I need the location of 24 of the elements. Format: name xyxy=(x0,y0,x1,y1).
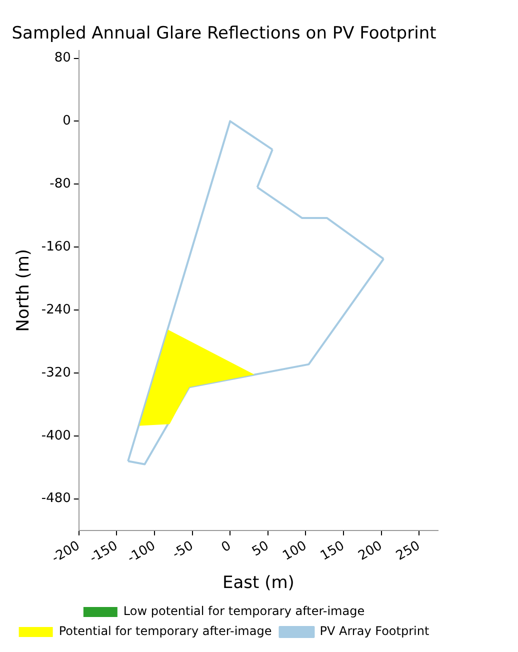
x-tick-label: 250 xyxy=(394,538,423,564)
y-tick-label: -240 xyxy=(41,302,71,318)
y-tick-label: -480 xyxy=(41,491,71,506)
x-tick-label: -50 xyxy=(170,538,196,562)
y-tick-label: -400 xyxy=(41,428,71,444)
y-tick-label: -160 xyxy=(41,239,71,254)
x-tick-label: -150 xyxy=(87,538,120,566)
x-tick-label: 100 xyxy=(280,538,310,564)
legend-label: Potential for temporary after-image xyxy=(58,624,272,638)
y-tick-label: 80 xyxy=(54,50,71,66)
legend-label: Low potential for temporary after-image xyxy=(123,604,365,618)
x-tick-label: 0 xyxy=(219,538,234,556)
y-tick-label: -320 xyxy=(41,365,71,380)
x-tick-label: -100 xyxy=(125,538,158,566)
x-tick-label: 200 xyxy=(356,538,385,564)
legend-label: PV Array Footprint xyxy=(320,624,430,638)
x-tick-label: -200 xyxy=(50,538,83,566)
x-tick-label: 50 xyxy=(250,538,272,560)
x-tick-label: 150 xyxy=(318,538,348,564)
y-tick-label: -80 xyxy=(50,176,71,192)
y-axis-title: North (m) xyxy=(14,248,34,332)
x-axis-title: East (m) xyxy=(222,573,294,594)
y-tick-label: 0 xyxy=(62,114,71,129)
chart-title: Sampled Annual Glare Reflections on PV Footprint xyxy=(12,24,437,44)
